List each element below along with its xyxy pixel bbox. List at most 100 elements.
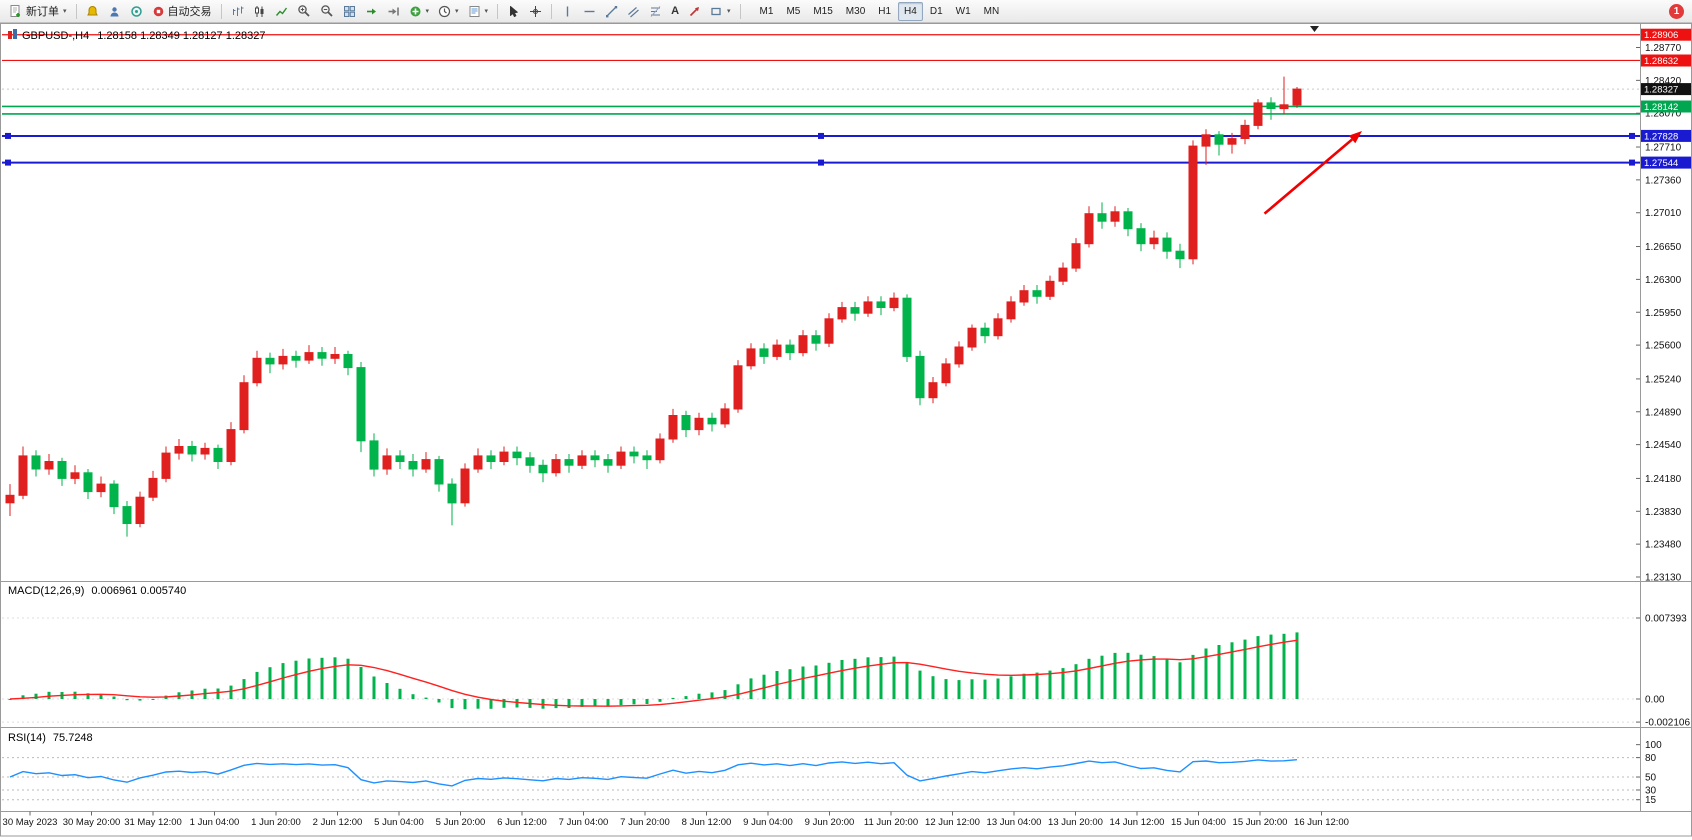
timeframe-mn-button[interactable]: MN xyxy=(978,2,1006,21)
line-handle[interactable] xyxy=(5,132,11,139)
candle-body xyxy=(57,461,67,479)
auto-scroll-button[interactable] xyxy=(361,2,382,21)
line-handle[interactable] xyxy=(1629,159,1635,166)
timeframe-m30-button[interactable]: M30 xyxy=(840,2,871,21)
macd-histogram-bar xyxy=(814,665,818,699)
bar-chart-button[interactable] xyxy=(227,2,248,21)
macd-histogram-bar xyxy=(619,699,623,706)
candle-body xyxy=(31,455,41,470)
timeframe-w1-button[interactable]: W1 xyxy=(950,2,977,21)
timeframe-d1-button[interactable]: D1 xyxy=(924,2,949,21)
time-axis-label: 16 Jun 12:00 xyxy=(1294,817,1349,828)
macd-histogram-bar xyxy=(840,660,844,699)
auto-trading-button[interactable]: 自动交易 xyxy=(148,2,216,21)
trend-arrow-annotation[interactable] xyxy=(1263,138,1353,215)
alerts-button[interactable] xyxy=(82,2,103,21)
vertical-line-icon xyxy=(561,5,574,18)
templates-button[interactable]: ▾ xyxy=(464,2,493,21)
cursor-icon xyxy=(507,5,520,18)
timeframe-h4-button[interactable]: H4 xyxy=(898,1,923,21)
zoom-in-button[interactable] xyxy=(293,2,315,21)
candle-body xyxy=(1253,102,1263,126)
arrows-tool-button[interactable] xyxy=(684,2,705,21)
bar-chart-icon xyxy=(231,5,244,18)
vertical-line-button[interactable] xyxy=(557,2,578,21)
macd-histogram-bar xyxy=(385,683,389,699)
time-axis-label: 14 Jun 12:00 xyxy=(1110,817,1165,828)
trend-arrow-head[interactable] xyxy=(1348,131,1362,144)
macd-histogram-bar xyxy=(359,667,363,699)
price-axis-label: 1.26300 xyxy=(1645,275,1682,286)
line-handle[interactable] xyxy=(818,159,824,166)
time-axis-label: 31 May 12:00 xyxy=(124,817,182,828)
macd-histogram-bar xyxy=(541,699,545,709)
macd-histogram-bar xyxy=(502,699,506,708)
chart-shift-marker[interactable] xyxy=(1310,26,1319,32)
candle-body xyxy=(343,354,353,369)
time-axis-label: 1 Jun 20:00 xyxy=(251,817,301,828)
line-chart-button[interactable] xyxy=(271,2,292,21)
candlestick-chart-button[interactable] xyxy=(249,2,270,21)
text-tool-button[interactable]: A xyxy=(667,2,683,21)
candle-body xyxy=(1084,213,1094,245)
svg-text:MACD(12,26,9)0.006961 0.005740: MACD(12,26,9) 0.006961 0.005740 xyxy=(8,585,186,597)
chart-area[interactable]: 1.28770 1.28420 1.28070 1.27710 1.27360 1.270… xyxy=(0,23,1692,840)
crosshair-button[interactable] xyxy=(525,2,546,21)
line-price-box xyxy=(1641,54,1691,67)
chart-shift-button[interactable] xyxy=(383,2,404,21)
macd-histogram-bar xyxy=(957,680,961,699)
macd-histogram-bar xyxy=(489,699,493,709)
candle-body xyxy=(577,455,587,466)
new-order-button[interactable]: 新订单 ▾ xyxy=(5,2,71,21)
community-button[interactable] xyxy=(104,2,125,21)
shapes-button[interactable]: ▾ xyxy=(706,2,735,21)
zoom-in-icon xyxy=(297,4,311,18)
macd-histogram-bar xyxy=(229,685,233,699)
candle-body xyxy=(733,365,743,410)
candle-body xyxy=(421,459,431,470)
candle-body xyxy=(434,459,444,485)
candle-body xyxy=(382,455,392,470)
macd-histogram-bar xyxy=(125,699,129,701)
support-button[interactable] xyxy=(126,2,147,21)
candle-body xyxy=(174,446,184,454)
trendline-button[interactable] xyxy=(601,2,622,21)
candle-body xyxy=(213,447,223,462)
macd-histogram-bar xyxy=(1022,673,1026,699)
periods-button[interactable]: ▾ xyxy=(434,2,463,21)
candle-body xyxy=(655,438,665,461)
notification-badge[interactable]: 1 xyxy=(1669,3,1684,19)
macd-histogram-bar xyxy=(593,699,597,707)
fibonacci-button[interactable] xyxy=(645,2,666,21)
line-handle[interactable] xyxy=(1629,132,1635,139)
candle-body xyxy=(499,451,509,463)
channel-button[interactable] xyxy=(623,2,644,21)
macd-scale-label: 0.007393 xyxy=(1645,614,1687,625)
indicators-button[interactable]: ▾ xyxy=(405,2,434,21)
macd-histogram-bar xyxy=(515,699,519,708)
timeframe-m15-button[interactable]: M15 xyxy=(807,2,838,21)
line-handle[interactable] xyxy=(818,132,824,139)
macd-histogram-bar xyxy=(1243,639,1247,699)
macd-histogram-bar xyxy=(398,688,402,699)
timeframe-m1-button[interactable]: M1 xyxy=(754,2,780,21)
macd-histogram-bar xyxy=(905,662,909,699)
macd-histogram-bar xyxy=(34,693,38,699)
tile-windows-button[interactable] xyxy=(339,2,360,21)
time-axis-label: 13 Jun 04:00 xyxy=(987,817,1042,828)
macd-histogram-bar xyxy=(216,688,220,699)
line-handle[interactable] xyxy=(5,159,11,166)
indicators-plus-icon xyxy=(409,5,422,18)
horizontal-line-button[interactable] xyxy=(579,2,600,21)
timeframe-m5-button[interactable]: M5 xyxy=(780,2,806,21)
macd-histogram-bar xyxy=(918,670,922,699)
candle-body xyxy=(1279,104,1289,110)
macd-title: MACD(12,26,9) xyxy=(8,585,84,597)
price-axis-label: 1.28420 xyxy=(1645,76,1682,87)
candle-body xyxy=(148,477,158,498)
zoom-out-button[interactable] xyxy=(316,2,338,21)
candle-body xyxy=(1032,290,1042,297)
cursor-button[interactable] xyxy=(503,2,524,21)
macd-histogram-bar xyxy=(307,658,311,699)
timeframe-h1-button[interactable]: H1 xyxy=(872,2,897,21)
